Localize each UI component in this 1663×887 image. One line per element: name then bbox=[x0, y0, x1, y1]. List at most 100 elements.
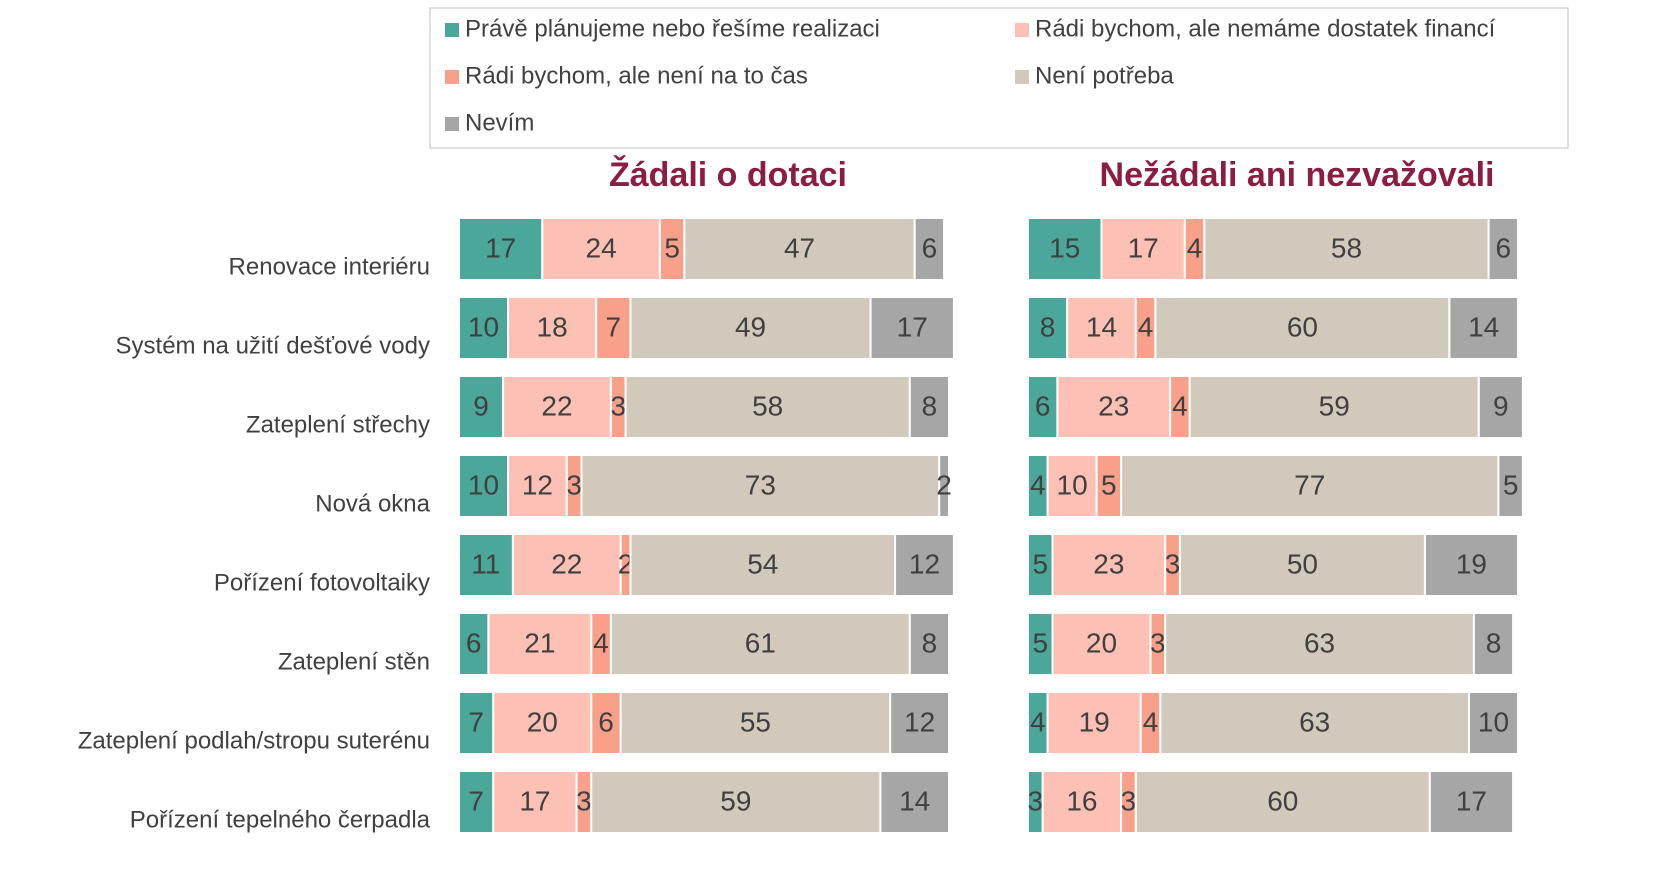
value-label: 4 bbox=[1030, 469, 1046, 500]
value-label: 73 bbox=[745, 469, 776, 500]
value-label: 60 bbox=[1287, 311, 1318, 342]
bar-segment bbox=[507, 454, 568, 518]
value-label: 9 bbox=[473, 390, 489, 421]
chart-title: Žádali o dotaci bbox=[609, 156, 847, 194]
value-label: 2 bbox=[936, 469, 952, 500]
bar-segment bbox=[1051, 612, 1152, 676]
value-label: 4 bbox=[593, 627, 609, 658]
value-label: 10 bbox=[1057, 469, 1088, 500]
bar-segment bbox=[590, 770, 882, 834]
bar-segment bbox=[1477, 375, 1524, 439]
value-label: 10 bbox=[1478, 706, 1509, 737]
value-label: 8 bbox=[1486, 627, 1502, 658]
value-label: 8 bbox=[922, 390, 938, 421]
bar-segment bbox=[908, 612, 950, 676]
value-label: 5 bbox=[1032, 627, 1048, 658]
value-label: 49 bbox=[735, 311, 766, 342]
value-label: 3 bbox=[576, 785, 592, 816]
value-label: 54 bbox=[747, 548, 778, 579]
value-label: 5 bbox=[1503, 469, 1519, 500]
bar-segment bbox=[458, 612, 490, 676]
bar-segment bbox=[629, 296, 872, 360]
value-label: 23 bbox=[1098, 390, 1129, 421]
bar-segment bbox=[1051, 533, 1167, 597]
legend-swatch bbox=[445, 23, 459, 37]
value-label: 20 bbox=[527, 706, 558, 737]
value-label: 17 bbox=[485, 232, 516, 263]
value-label: 19 bbox=[1456, 548, 1487, 579]
bar-segment bbox=[541, 217, 661, 281]
bar-segment bbox=[894, 533, 955, 597]
value-label: 5 bbox=[1101, 469, 1117, 500]
legend-label: Právě plánujeme nebo řešíme realizaci bbox=[465, 15, 880, 42]
value-label: 60 bbox=[1267, 785, 1298, 816]
value-label: 22 bbox=[551, 548, 582, 579]
value-label: 20 bbox=[1086, 627, 1117, 658]
bar-segment bbox=[1472, 612, 1515, 676]
category-label: Zateplení střechy bbox=[246, 411, 430, 438]
value-label: 50 bbox=[1287, 548, 1318, 579]
value-label: 19 bbox=[1079, 706, 1110, 737]
bar-segment bbox=[1027, 296, 1069, 360]
value-label: 9 bbox=[1493, 390, 1509, 421]
bar-segment bbox=[1134, 770, 1431, 834]
value-label: 63 bbox=[1304, 627, 1335, 658]
bar-segment bbox=[1027, 533, 1054, 597]
category-label: Systém na užití dešťové vody bbox=[116, 332, 430, 359]
value-label: 17 bbox=[1128, 232, 1159, 263]
value-label: 10 bbox=[468, 311, 499, 342]
bar-segment bbox=[1027, 375, 1059, 439]
value-label: 11 bbox=[471, 548, 500, 579]
bar-segment bbox=[458, 375, 505, 439]
legend-label: Rádi bychom, ale není na to čas bbox=[465, 62, 808, 89]
value-label: 14 bbox=[1468, 311, 1499, 342]
bar-segment bbox=[1423, 533, 1520, 597]
value-label: 55 bbox=[740, 706, 771, 737]
bar-segment bbox=[624, 375, 911, 439]
value-label: 17 bbox=[519, 785, 550, 816]
value-label: 21 bbox=[524, 627, 555, 658]
value-label: 3 bbox=[1150, 627, 1166, 658]
value-label: 3 bbox=[1165, 548, 1181, 579]
value-label: 4 bbox=[1172, 390, 1188, 421]
bar-segment bbox=[1046, 691, 1142, 755]
value-label: 3 bbox=[1121, 785, 1137, 816]
bar-segment bbox=[1154, 296, 1451, 360]
legend-swatch bbox=[1015, 70, 1029, 84]
value-label: 22 bbox=[541, 390, 572, 421]
value-label: 6 bbox=[922, 232, 938, 263]
legend-swatch bbox=[445, 117, 459, 131]
category-label: Nová okna bbox=[315, 490, 430, 517]
bar-segment bbox=[1497, 454, 1524, 518]
bar-segment bbox=[458, 454, 509, 518]
value-label: 77 bbox=[1294, 469, 1325, 500]
bar-segment bbox=[913, 217, 946, 281]
value-label: 3 bbox=[566, 469, 582, 500]
category-label: Pořízení fotovoltaiky bbox=[214, 569, 430, 596]
bar-segment bbox=[1164, 612, 1475, 676]
bar-segment bbox=[1120, 454, 1500, 518]
category-label: Zateplení podlah/stropu suterénu bbox=[78, 727, 430, 754]
legend-box bbox=[429, 7, 1569, 149]
legend-label: Rádi bychom, ale nemáme dostatek financí bbox=[1035, 15, 1496, 42]
value-label: 59 bbox=[720, 785, 751, 816]
bar-segment bbox=[1056, 375, 1172, 439]
bar-segment bbox=[1027, 612, 1054, 676]
value-label: 16 bbox=[1066, 785, 1097, 816]
value-label: 6 bbox=[1496, 232, 1512, 263]
bar-segment bbox=[609, 612, 911, 676]
value-label: 58 bbox=[752, 390, 783, 421]
value-label: 7 bbox=[468, 785, 484, 816]
bar-segment bbox=[683, 217, 916, 281]
bar-segment bbox=[458, 296, 509, 360]
legend-swatch bbox=[445, 70, 459, 84]
value-label: 63 bbox=[1299, 706, 1330, 737]
value-label: 24 bbox=[586, 232, 617, 263]
value-label: 4 bbox=[1187, 232, 1203, 263]
bar-segment bbox=[1428, 770, 1515, 834]
value-label: 17 bbox=[1456, 785, 1487, 816]
bar-segment bbox=[458, 217, 544, 281]
value-label: 18 bbox=[537, 311, 568, 342]
